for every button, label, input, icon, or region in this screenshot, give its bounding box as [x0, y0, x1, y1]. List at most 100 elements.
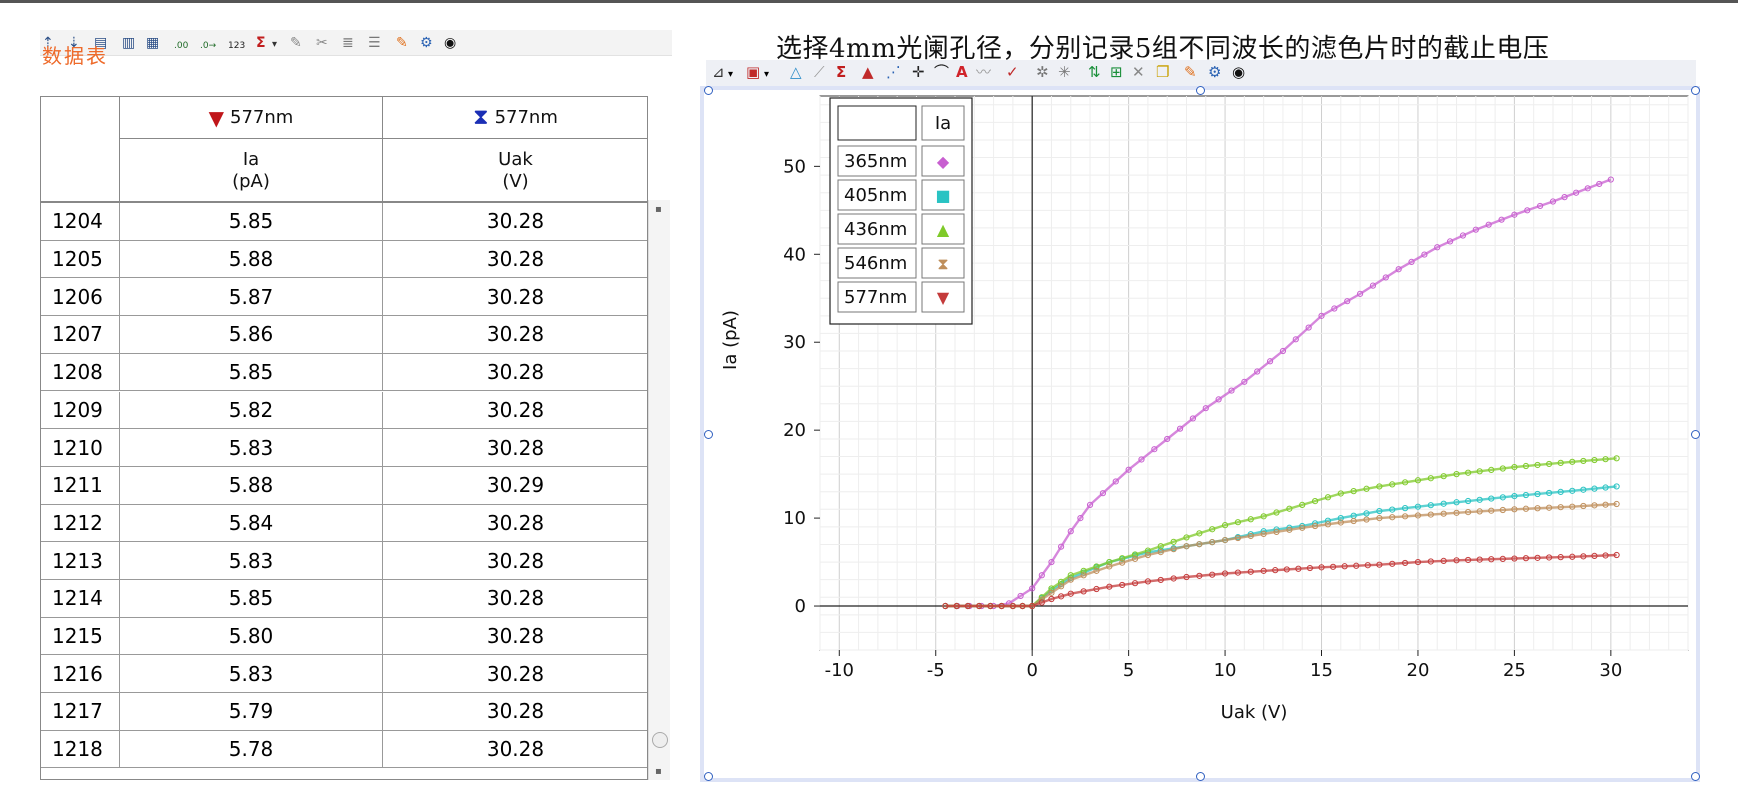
- resize-handle[interactable]: [1691, 772, 1700, 781]
- ia-cell[interactable]: 5.84: [120, 505, 383, 542]
- row-index-cell[interactable]: 1211: [41, 467, 120, 504]
- uak-cell[interactable]: 30.28: [383, 316, 648, 353]
- legend-entry-436nm[interactable]: 436nm: [844, 219, 907, 240]
- decimal-icon[interactable]: .00: [174, 37, 188, 55]
- row-index-cell[interactable]: 1204: [41, 203, 120, 240]
- list-icon[interactable]: ≣: [342, 34, 354, 52]
- row-index-cell[interactable]: 1212: [41, 505, 120, 542]
- table-row[interactable]: 1212 5.84 30.28: [41, 505, 648, 543]
- header-run-ia[interactable]: ▼ 577nm: [120, 97, 383, 139]
- header-col-uak[interactable]: Uak (V): [383, 139, 648, 203]
- scroll-down-icon[interactable]: ▪: [655, 766, 662, 777]
- ia-cell[interactable]: 5.83: [120, 655, 383, 692]
- dropdown-icon[interactable]: ▾: [764, 66, 769, 84]
- scroll-up-icon[interactable]: ▪: [655, 204, 662, 215]
- column-a-icon[interactable]: ▥: [122, 34, 135, 52]
- tangent-icon[interactable]: ⌒: [934, 63, 949, 81]
- settings-icon[interactable]: ⚙: [420, 34, 433, 52]
- table-row[interactable]: 1208 5.85 30.28: [41, 354, 648, 392]
- ia-cell[interactable]: 5.80: [120, 618, 383, 655]
- uak-cell[interactable]: 30.28: [383, 241, 648, 278]
- pin-icon[interactable]: ✎: [396, 34, 408, 52]
- view-icon[interactable]: ◉: [444, 34, 456, 52]
- close-icon[interactable]: ✕: [1132, 63, 1145, 81]
- fit-icon[interactable]: △: [790, 63, 802, 81]
- ia-cell[interactable]: 5.79: [120, 693, 383, 730]
- legend-entry-405nm[interactable]: 405nm: [844, 185, 907, 206]
- uak-cell[interactable]: 30.28: [383, 731, 648, 768]
- ia-cell[interactable]: 5.87: [120, 278, 383, 315]
- row-index-cell[interactable]: 1215: [41, 618, 120, 655]
- uak-cell[interactable]: 30.28: [383, 278, 648, 315]
- uak-cell[interactable]: 30.28: [383, 203, 648, 240]
- table-row[interactable]: 1211 5.88 30.29: [41, 467, 648, 505]
- row-index-cell[interactable]: 1209: [41, 392, 120, 429]
- select-icon[interactable]: ✲: [1036, 63, 1049, 81]
- dropdown-icon[interactable]: ▾: [272, 36, 277, 54]
- dropdown-icon[interactable]: ▾: [728, 66, 733, 84]
- column-b-icon[interactable]: ▦: [146, 34, 159, 52]
- table-scrollbar[interactable]: ▪ ▪: [648, 200, 670, 780]
- resize-handle[interactable]: [1196, 772, 1205, 781]
- uak-cell[interactable]: 30.28: [383, 618, 648, 655]
- table-row[interactable]: 1204 5.85 30.28: [41, 203, 648, 241]
- copy-icon[interactable]: ❐: [1156, 63, 1169, 81]
- settings-icon[interactable]: ⚙: [1208, 63, 1221, 81]
- row-index-cell[interactable]: 1213: [41, 542, 120, 579]
- table-row[interactable]: 1209 5.82 30.28: [41, 392, 648, 430]
- ia-cell[interactable]: 5.85: [120, 354, 383, 391]
- resize-handle[interactable]: [1691, 86, 1700, 95]
- deselect-icon[interactable]: ✳: [1058, 63, 1071, 81]
- crosshair-icon[interactable]: ✛: [912, 63, 925, 81]
- x-axis-label[interactable]: Uak (V): [1221, 702, 1288, 723]
- table-row[interactable]: 1210 5.83 30.28: [41, 429, 648, 467]
- header-run-uak[interactable]: ⧗ 577nm: [383, 97, 648, 139]
- ia-cell[interactable]: 5.82: [120, 392, 383, 429]
- table-row[interactable]: 1216 5.83 30.28: [41, 655, 648, 693]
- scroll-thumb[interactable]: [652, 732, 668, 748]
- table-row[interactable]: 1205 5.88 30.28: [41, 241, 648, 279]
- graph-panel[interactable]: -10 -5 0 5 10 15 20 25 30 0 10 20 30 40 50 Uak (V) Ia (p…: [700, 86, 1700, 782]
- predict-icon[interactable]: 〰: [976, 63, 991, 81]
- statistics-icon[interactable]: Σ: [836, 63, 846, 81]
- chart-svg[interactable]: -10 -5 0 5 10 15 20 25 3001020304050Uak (V)Ia (p…: [704, 90, 1696, 778]
- table-row[interactable]: 1217 5.79 30.28: [41, 693, 648, 731]
- zoom-icon[interactable]: ⊞: [1110, 63, 1123, 81]
- ia-cell[interactable]: 5.85: [120, 203, 383, 240]
- uak-cell[interactable]: 30.28: [383, 354, 648, 391]
- table-row[interactable]: 1207 5.86 30.28: [41, 316, 648, 354]
- pin-icon[interactable]: ✎: [1184, 63, 1197, 81]
- table-row[interactable]: 1213 5.83 30.28: [41, 542, 648, 580]
- table-row[interactable]: 1214 5.85 30.28: [41, 580, 648, 618]
- view-icon[interactable]: ◉: [1232, 63, 1245, 81]
- resize-handle[interactable]: [704, 86, 713, 95]
- curve-fit-icon[interactable]: ⋰: [886, 63, 901, 81]
- row-index-cell[interactable]: 1208: [41, 354, 120, 391]
- uak-cell[interactable]: 30.28: [383, 505, 648, 542]
- row-index-cell[interactable]: 1207: [41, 316, 120, 353]
- uak-cell[interactable]: 30.28: [383, 655, 648, 692]
- ia-cell[interactable]: 5.86: [120, 316, 383, 353]
- header-col-ia[interactable]: Ia (pA): [120, 139, 383, 203]
- uak-cell[interactable]: 30.29: [383, 467, 648, 504]
- uak-cell[interactable]: 30.28: [383, 392, 648, 429]
- ia-cell[interactable]: 5.83: [120, 542, 383, 579]
- axis-icon[interactable]: ▣: [746, 63, 760, 81]
- y-axis-label[interactable]: Ia (pA): [720, 310, 741, 370]
- decimal-shift-icon[interactable]: .0→: [200, 37, 216, 55]
- ia-cell[interactable]: 5.88: [120, 241, 383, 278]
- edit-icon[interactable]: ✎: [290, 34, 302, 52]
- ia-cell[interactable]: 5.78: [120, 731, 383, 768]
- row-index-cell[interactable]: 1217: [41, 693, 120, 730]
- uak-cell[interactable]: 30.28: [383, 542, 648, 579]
- area-icon[interactable]: ▲: [862, 63, 874, 81]
- row-index-cell[interactable]: 1205: [41, 241, 120, 278]
- graph-options-icon[interactable]: ⊿: [712, 63, 725, 81]
- number-format-icon[interactable]: 123: [228, 37, 245, 55]
- ia-cell[interactable]: 5.83: [120, 429, 383, 466]
- autoscale-icon[interactable]: ⇅: [1088, 63, 1101, 81]
- slope-icon[interactable]: ✓: [1006, 63, 1019, 81]
- table-row[interactable]: 1215 5.80 30.28: [41, 618, 648, 656]
- uak-cell[interactable]: 30.28: [383, 580, 648, 617]
- tools-icon[interactable]: ✂: [316, 34, 328, 52]
